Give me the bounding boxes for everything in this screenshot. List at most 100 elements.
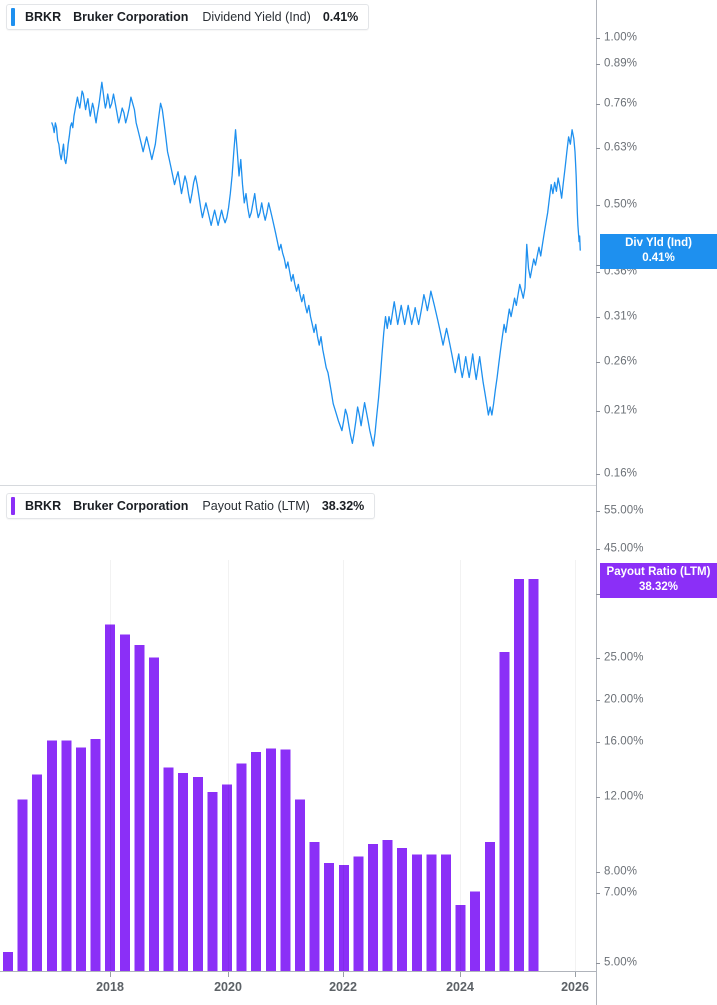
payout-ratio-bar[interactable] [499,652,510,971]
payout-ratio-bar[interactable] [163,767,174,971]
payout-ratio-bar[interactable] [149,657,159,971]
y-axis-line-bottom [596,486,597,1005]
y-tick-mark [596,511,600,512]
payout-ratio-bar[interactable] [280,749,291,971]
legend-value-top: 0.41% [322,10,359,24]
legend-metric-top: Dividend Yield (Ind) [202,10,311,24]
badge-label-top: Div Yld (Ind) [625,237,692,250]
payout-ratio-bar[interactable] [324,862,335,971]
y-axis-line-top [596,0,597,486]
y-tick-label: 0.31% [604,310,638,323]
payout-ratio-bar[interactable] [207,791,218,971]
payout-ratio-bar[interactable] [368,844,378,971]
payout-ratio-plot[interactable] [0,486,596,977]
x-tick-mark [228,972,229,977]
x-tick-mark [343,972,344,977]
dividend-yield-line-svg [51,81,581,447]
payout-ratio-bar[interactable] [528,579,539,971]
y-tick-label: 0.76% [604,97,638,110]
payout-ratio-current-badge: Payout Ratio (LTM) 38.32% [600,563,717,599]
x-gridline [228,560,229,971]
payout-ratio-bar[interactable] [397,848,408,971]
payout-ratio-bar[interactable] [32,774,43,971]
payout-ratio-bar[interactable] [134,645,145,971]
payout-ratio-panel: 55.00%45.00%35.00%25.00%20.00%16.00%12.0… [0,486,717,1005]
y-tick-mark [596,272,600,273]
payout-ratio-bar[interactable] [426,854,437,971]
payout-ratio-bar[interactable] [119,634,130,971]
y-tick-mark [596,362,600,363]
payout-ratio-bar[interactable] [514,579,524,971]
y-tick-label: 20.00% [604,693,644,706]
y-tick-label: 0.36% [604,265,638,278]
y-tick-mark [596,700,600,701]
payout-ratio-bar[interactable] [265,748,276,971]
payout-ratio-bar[interactable] [192,777,203,971]
badge-label-bottom: Payout Ratio (LTM) [606,566,711,579]
x-tick-label: 2024 [446,980,474,994]
dividend-yield-color-swatch [11,8,15,26]
payout-ratio-bar[interactable] [484,842,495,971]
dividend-yield-plot[interactable] [0,0,596,486]
x-gridline [460,560,461,971]
y-tick-label: 0.63% [604,141,638,154]
x-axis-baseline [0,971,596,972]
payout-ratio-bar[interactable] [17,799,28,971]
payout-ratio-bar[interactable] [105,624,116,971]
y-tick-mark [596,742,600,743]
legend-company-bottom: Bruker Corporation [73,499,189,513]
payout-ratio-bar[interactable] [90,739,101,971]
y-tick-label: 5.00% [604,956,638,969]
payout-ratio-bar[interactable] [338,865,349,971]
badge-value-bottom: 38.32% [638,581,678,594]
y-tick-mark [596,474,600,475]
payout-ratio-bar[interactable] [46,740,57,971]
y-tick-label: 1.00% [604,31,638,44]
payout-ratio-bar[interactable] [76,747,86,971]
payout-ratio-bar[interactable] [61,740,72,971]
x-tick-mark [575,972,576,977]
y-tick-label: 16.00% [604,735,644,748]
payout-ratio-bar[interactable] [441,854,451,971]
x-tick-label: 2026 [561,980,589,994]
payout-ratio-bar[interactable] [3,952,13,971]
y-tick-mark [596,104,600,105]
y-tick-label: 8.00% [604,865,638,878]
payout-ratio-legend[interactable]: BRKR Bruker Corporation Payout Ratio (LT… [6,493,376,519]
y-tick-mark [596,205,600,206]
payout-ratio-color-swatch [11,497,15,515]
payout-ratio-bar[interactable] [251,752,262,971]
payout-ratio-bar[interactable] [178,773,189,971]
payout-ratio-bar[interactable] [222,784,232,971]
y-tick-label: 7.00% [604,886,638,899]
payout-ratio-bar[interactable] [236,763,247,971]
x-tick-label: 2022 [329,980,357,994]
x-tick-mark [460,972,461,977]
y-tick-mark [596,411,600,412]
y-tick-label: 25.00% [604,651,644,664]
payout-ratio-bar[interactable] [295,799,305,971]
y-tick-mark [596,594,600,595]
y-tick-mark [596,38,600,39]
y-tick-mark [596,148,600,149]
payout-ratio-bar[interactable] [411,854,422,971]
payout-ratio-bar[interactable] [309,842,320,971]
dividend-yield-panel: 1.00%0.89%0.76%0.63%0.50%0.37%0.36%0.31%… [0,0,717,486]
y-tick-label: 55.00% [604,504,644,517]
dividend-yield-legend[interactable]: BRKR Bruker Corporation Dividend Yield (… [6,4,370,30]
x-gridline [110,560,111,971]
y-tick-label: 45.00% [604,542,644,555]
y-tick-mark [596,658,600,659]
legend-ticker-bottom: BRKR [25,499,62,513]
x-gridline [343,560,344,971]
payout-ratio-bar[interactable] [455,905,466,971]
payout-ratio-bar[interactable] [353,856,364,971]
y-tick-label: 0.89% [604,57,638,70]
payout-ratio-bar[interactable] [382,840,393,971]
legend-value-bottom: 38.32% [321,499,365,513]
x-tick-label: 2020 [214,980,242,994]
legend-ticker-top: BRKR [25,10,62,24]
y-tick-mark [596,797,600,798]
payout-ratio-bar[interactable] [470,891,481,971]
